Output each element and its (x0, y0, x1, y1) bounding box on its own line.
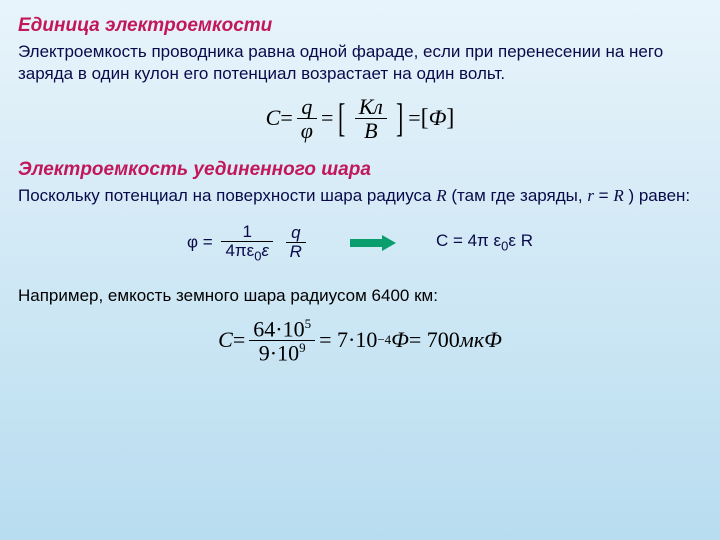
formula-capacitance-unit: C = q φ = [ Кл В ] = [ Ф ] (18, 95, 702, 142)
unit-farad: Ф (429, 104, 447, 133)
section1-title: Единица электроемкости (18, 14, 702, 39)
unit-coulomb: Кл (355, 95, 387, 118)
sym-eq2: = (321, 104, 333, 133)
unit-volt: В (360, 119, 381, 142)
sym-C: C (266, 104, 281, 133)
formula-capacitance-sphere: C = 4π ε0ε R (436, 230, 533, 255)
formula-sphere: φ = 1 4πε0ε q R C = 4π ε0ε R (18, 223, 702, 263)
sym-eq: = (280, 104, 292, 133)
sym-phi: φ (297, 119, 317, 142)
example-text: Например, емкость земного шара радиусом … (18, 285, 702, 307)
formula-potential: φ = 1 4πε0ε q R (187, 223, 310, 263)
section2-title: Электроемкость уединенного шара (18, 158, 702, 183)
sym-q: q (297, 95, 316, 118)
section1-text: Электроемкость проводника равна одной фа… (18, 41, 702, 85)
sym-eq3: = (408, 104, 420, 133)
arrow-icon (350, 238, 396, 248)
formula-earth: C = 64·105 9·109 = 7·10−4 Ф = 700 мкФ (18, 317, 702, 365)
section2-text: Поскольку потенциал на поверхности шара … (18, 185, 702, 207)
